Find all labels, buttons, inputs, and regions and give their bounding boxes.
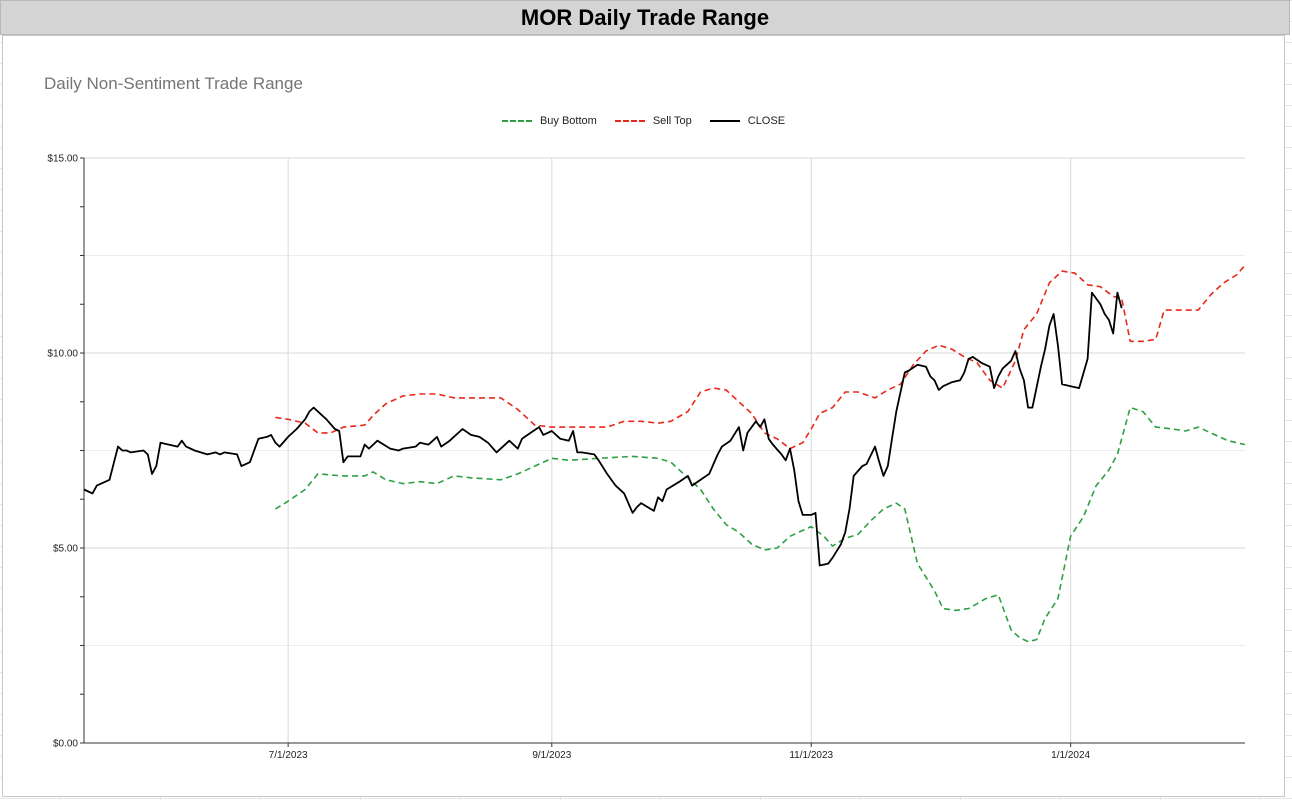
x-tick-label: 7/1/2023: [269, 750, 308, 761]
legend-label: Sell Top: [652, 115, 692, 127]
y-tick-label: $10.00: [47, 349, 78, 360]
chart-legend: Buy Bottom Sell Top CLOSE: [3, 115, 1284, 127]
legend-swatch: [501, 120, 532, 122]
y-tick-label: $5.00: [53, 544, 78, 555]
series-line-close: [83, 291, 1123, 567]
line-chart: $0.00 $5.00 $10.00 $15.00 7/1/2023 9/1/2023 11…: [47, 154, 1246, 761]
legend-swatch: [709, 120, 740, 122]
legend-label: Buy Bottom: [539, 115, 597, 127]
chart-container[interactable]: Daily Non-Sentiment Trade Range Buy Bott…: [2, 35, 1285, 797]
legend-item-buy-bottom[interactable]: Buy Bottom: [501, 115, 597, 127]
legend-label: CLOSE: [747, 115, 786, 127]
x-tick-label: 1/1/2024: [1051, 750, 1090, 761]
y-tick-label: $0.00: [53, 739, 78, 750]
y-tick-label: $15.00: [47, 154, 78, 165]
x-tick-label: 9/1/2023: [532, 750, 571, 761]
series-line-buy-bottom: [274, 406, 1246, 643]
sheet-title-bar: MOR Daily Trade Range: [0, 0, 1290, 35]
legend-item-sell-top[interactable]: Sell Top: [614, 115, 692, 127]
series-line-sell-top: [275, 264, 1246, 450]
chart-title: Daily Non-Sentiment Trade Range: [44, 74, 303, 93]
sheet-title: MOR Daily Trade Range: [520, 4, 770, 30]
x-tick-label: 11/1/2023: [789, 750, 833, 761]
legend-item-close[interactable]: CLOSE: [709, 115, 786, 127]
legend-swatch: [614, 120, 645, 122]
